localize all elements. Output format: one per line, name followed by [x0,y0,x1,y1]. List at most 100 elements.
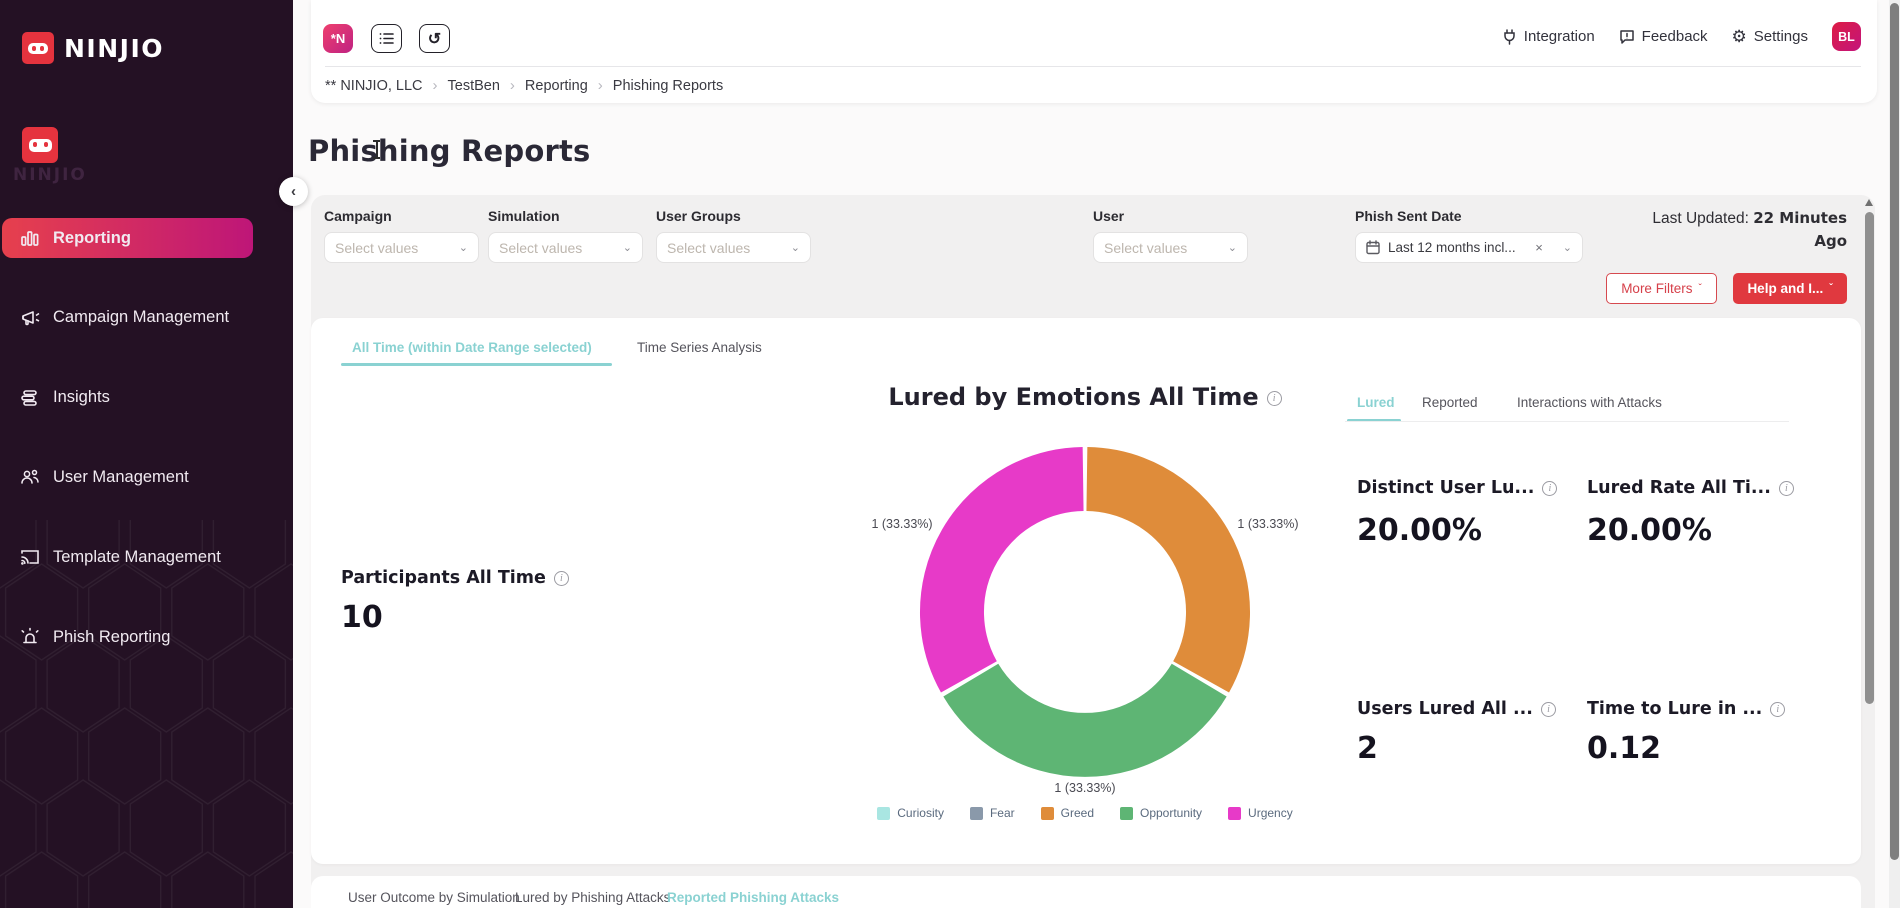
slice-label: 1 (33.33%) [1237,517,1298,531]
hexagon-pattern [0,520,293,908]
metric-value: 2 [1357,731,1378,766]
ninjio-mini-logo-icon [22,127,58,163]
legend-item-opportunity[interactable]: Opportunity [1120,806,1202,820]
last-updated: Last Updated: 22 Minutes Ago [1652,209,1847,250]
help-button[interactable]: Help and I... ˇ [1733,273,1847,304]
feedback-button[interactable]: Feedback [1619,28,1708,45]
metric-value: 0.12 [1587,731,1662,766]
filter-placeholder: Select values [1104,239,1188,256]
legend-label: Urgency [1248,806,1293,820]
filter-placeholder: Select values [335,239,419,256]
sidebar-item-template-management[interactable]: Template Management [2,537,253,577]
bottom-tab-lured-by-phishing-attacks[interactable]: Lured by Phishing Attacks [515,890,671,905]
sidebar-item-label: Reporting [53,228,131,247]
sidebar-item-insights[interactable]: Insights [2,378,253,418]
info-icon[interactable]: i [1770,701,1786,717]
filter-placeholder: Select values [667,239,751,256]
feedback-icon [1619,29,1635,45]
settings-button[interactable]: ⚙ Settings [1731,27,1808,46]
brand[interactable]: NINJIO [22,32,164,64]
tab-all-time-within-date-range-selected[interactable]: All Time (within Date Range selected) [352,340,592,355]
integration-button[interactable]: Integration [1502,28,1595,45]
chevron-down-icon: ⌄ [1562,242,1572,254]
more-filters-button[interactable]: More Filters ˇ [1606,273,1717,304]
donut-slice-urgency[interactable] [920,447,1085,693]
breadcrumb-item[interactable]: TestBen [447,77,500,94]
sidebar-item-user-management[interactable]: User Management [2,457,253,497]
metric-tab-lured[interactable]: Lured [1357,395,1395,410]
sidebar-item-phish-reporting[interactable]: Phish Reporting [2,617,253,657]
scroll-up-arrow[interactable] [1865,199,1873,206]
metric-label: Users Lured All ... i [1357,699,1556,719]
chevron-down-icon: ⌄ [790,242,800,254]
filter-user-select[interactable]: Select values ⌄ [1093,232,1248,263]
tab-time-series-analysis[interactable]: Time Series Analysis [637,340,762,355]
legend-item-fear[interactable]: Fear [969,806,1015,820]
breadcrumb-separator: › [509,77,515,94]
filter-value: Last 12 months incl... [1388,240,1516,255]
undo-icon[interactable]: ↺ [419,24,450,53]
info-icon[interactable]: i [553,570,569,586]
filter-label: User [1093,208,1125,224]
breadcrumb-item[interactable]: ** NINJIO, LLC [325,77,423,94]
sidebar-item-reporting[interactable]: Reporting [2,218,253,258]
page-title: Phishing Reports [308,134,591,168]
plug-icon [1502,28,1517,45]
filter-label: Campaign [324,208,392,224]
workspace-logo[interactable] [22,127,58,163]
breadcrumb: ** NINJIO, LLC › TestBen › Reporting › Phishin… [325,77,723,94]
sidebar-item-label: Template Management [53,547,221,566]
chart-legend: Curiosity Fear Greed Opportunity Urgency [805,806,1365,820]
legend-swatch [1228,806,1242,820]
breadcrumb-item[interactable]: Reporting [524,77,588,94]
active-tab-underline [341,363,612,366]
calendar-icon [1366,240,1380,255]
legend-swatch [1040,806,1054,820]
bottom-tab-user-outcome-by-simulation[interactable]: User Outcome by Simulation [348,890,520,905]
clear-icon[interactable]: × [1535,240,1543,255]
sidebar-collapse-button[interactable]: ‹ [279,177,308,206]
filter-simulation-select[interactable]: Select values ⌄ [488,232,643,263]
workspace-badge-button[interactable]: *N [323,24,353,53]
scrollbar-thumb[interactable] [1890,3,1899,860]
metric-tab-reported[interactable]: Reported [1422,395,1478,410]
filter-campaign-select[interactable]: Select values ⌄ [324,232,479,263]
list-icon[interactable] [371,24,402,53]
legend-label: Greed [1060,806,1094,820]
filter-user-groups-select[interactable]: Select values ⌄ [656,232,811,263]
info-icon[interactable]: i [1542,480,1558,496]
filter-label: Simulation [488,208,560,224]
chevron-down-icon: ⌄ [458,242,468,254]
user-avatar[interactable]: BL [1832,22,1861,51]
sidebar-item-campaign-management[interactable]: Campaign Management [2,298,253,338]
participants-value: 10 [341,600,383,635]
donut-chart[interactable]: 1 (33.33%) 1 (33.33%) 1 (33.33%) [805,437,1365,799]
chevron-down-icon: ˇ [1698,283,1702,294]
active-tab-underline [1347,419,1401,422]
chevron-down-icon: ⌄ [1227,242,1237,254]
scrollbar-thumb[interactable] [1865,212,1874,704]
bar-chart-icon [19,227,41,249]
donut-slice-opportunity[interactable] [943,662,1227,777]
filter-phish-sent-date-select[interactable]: Last 12 months incl... × ⌄ [1355,232,1583,263]
breadcrumb-item[interactable]: Phishing Reports [612,77,724,94]
content-scrollbar[interactable] [1864,197,1875,864]
bottom-card [311,876,1861,908]
legend-item-urgency[interactable]: Urgency [1228,806,1293,820]
metric-label: Distinct User Lu... i [1357,478,1558,498]
legend-item-curiosity[interactable]: Curiosity [877,806,944,820]
info-icon[interactable]: i [1778,480,1794,496]
metric-tab-interactions-with-attacks[interactable]: Interactions with Attacks [1517,395,1662,410]
filter-label: Phish Sent Date [1355,208,1462,224]
donut-slice-greed[interactable] [1085,447,1250,693]
chevron-down-icon: ˇ [1829,283,1833,294]
info-icon[interactable]: i [1266,391,1282,406]
window-scrollbar[interactable] [1889,0,1900,908]
bottom-tab-reported-phishing-attacks[interactable]: Reported Phishing Attacks [667,890,840,905]
info-icon[interactable]: i [1540,701,1556,717]
breadcrumb-separator: › [432,77,438,94]
chevron-down-icon: ⌄ [622,242,632,254]
legend-item-greed[interactable]: Greed [1040,806,1094,820]
text-cursor [372,139,381,160]
